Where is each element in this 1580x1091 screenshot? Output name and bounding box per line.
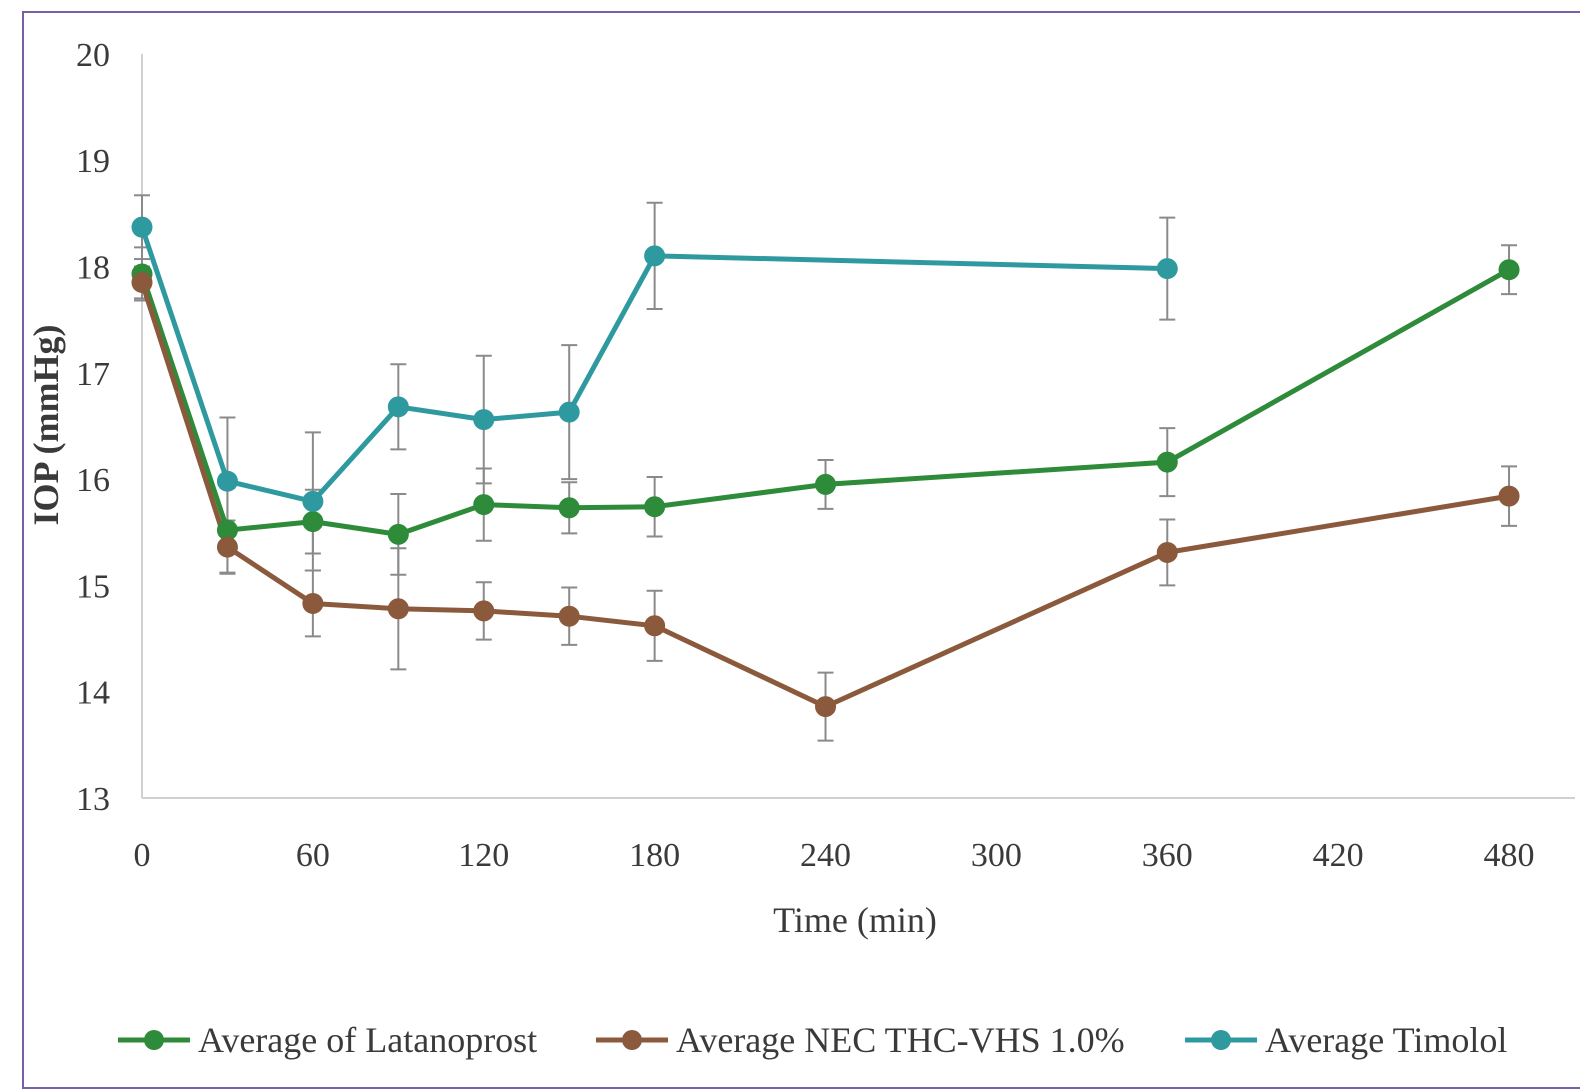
y-axis-tick-labels: 13 14 15 16 17 18 19 20 [76, 37, 110, 818]
x-axis-title: Time (min) [773, 900, 937, 940]
data-point [131, 271, 153, 293]
data-point [387, 523, 409, 545]
data-point [302, 511, 324, 533]
x-tick-label: 300 [971, 837, 1022, 874]
series-line [139, 226, 1168, 504]
data-point [473, 494, 495, 516]
data-point-markers [131, 216, 1520, 718]
x-tick-label: 360 [1142, 837, 1193, 874]
x-tick-label: 480 [1484, 837, 1535, 874]
data-point [644, 615, 666, 637]
x-tick-label: 120 [458, 837, 509, 874]
data-point [387, 396, 409, 418]
x-tick-label: 240 [800, 837, 851, 874]
data-point [302, 490, 324, 512]
y-tick-label: 17 [76, 356, 110, 393]
y-tick-label: 13 [76, 781, 110, 818]
data-point [387, 598, 409, 620]
figure-border [22, 11, 1580, 1089]
series-line [139, 267, 1511, 537]
data-point [644, 245, 666, 267]
data-point [1156, 541, 1178, 563]
data-point [1498, 259, 1520, 281]
y-tick-label: 14 [76, 675, 110, 712]
data-point [558, 497, 580, 519]
y-tick-label: 19 [76, 143, 110, 180]
data-point [644, 496, 666, 518]
legend-swatch-marker [1211, 1030, 1231, 1050]
data-point [1156, 258, 1178, 280]
legend-label: Average NEC THC-VHS 1.0% [676, 1020, 1125, 1060]
legend-swatch-marker [144, 1030, 164, 1050]
y-axis-title: IOP (mmHg) [26, 325, 66, 526]
x-axis-tick-labels: 0 60 120 180 240 300 360 420 480 [134, 837, 1535, 874]
x-tick-label: 420 [1313, 837, 1364, 874]
legend-label: Average Timolol [1265, 1020, 1507, 1060]
data-point [216, 536, 238, 558]
data-point [815, 473, 837, 495]
series-lines [139, 226, 1511, 710]
y-tick-label: 16 [76, 462, 110, 499]
data-point [473, 409, 495, 431]
legend: Average of Latanoprost Average NEC THC-VH… [118, 1020, 1507, 1060]
data-point [558, 401, 580, 423]
data-point [1498, 485, 1520, 507]
data-point [815, 696, 837, 718]
data-point [1156, 451, 1178, 473]
data-point [216, 470, 238, 492]
data-point [558, 605, 580, 627]
data-point [131, 216, 153, 238]
legend-swatch-marker [622, 1030, 642, 1050]
x-tick-label: 60 [296, 837, 330, 874]
data-point [302, 592, 324, 614]
x-tick-label: 0 [134, 837, 151, 874]
data-point [473, 600, 495, 622]
x-tick-label: 180 [629, 837, 680, 874]
y-tick-label: 15 [76, 568, 110, 605]
series-line [139, 281, 1510, 710]
y-tick-label: 20 [76, 37, 110, 74]
y-tick-label: 18 [76, 250, 110, 287]
legend-label: Average of Latanoprost [198, 1020, 537, 1060]
